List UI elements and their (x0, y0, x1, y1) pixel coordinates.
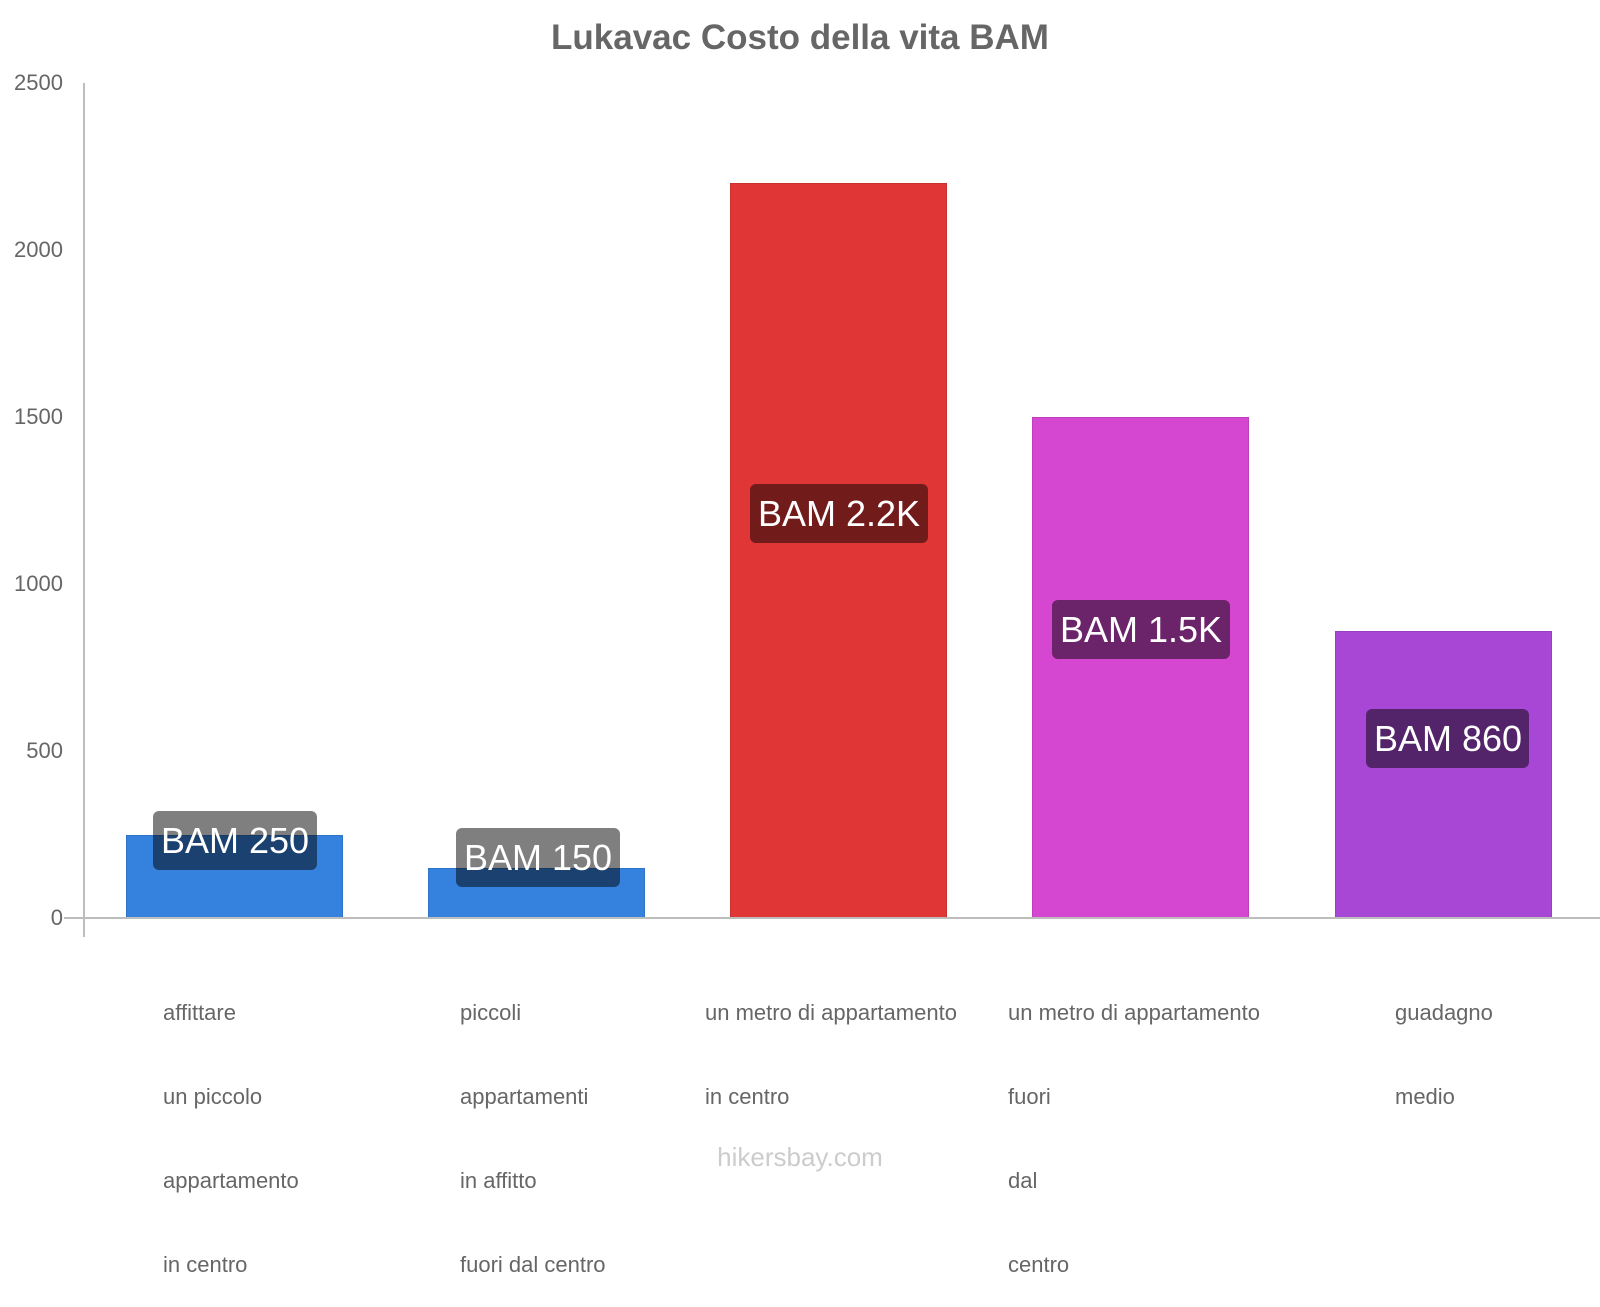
x-label-line: guadagno (1395, 1000, 1493, 1025)
x-label-line: dal (1008, 1168, 1038, 1193)
bar-sqm-apartment-center (730, 183, 947, 918)
x-label-line: piccoli (460, 1000, 522, 1025)
x-label-line: medio (1395, 1084, 1455, 1109)
x-label-line: un metro di appartamento (705, 1000, 957, 1025)
x-category-label: piccoli appartamenti in affitto fuori da… (460, 943, 606, 1307)
x-label-line: in affitto (460, 1168, 537, 1193)
y-axis (83, 83, 85, 937)
x-label-line: affittare (163, 1000, 236, 1025)
value-label: BAM 2.2K (750, 484, 928, 543)
x-label-line: un metro di appartamento (1008, 1000, 1260, 1025)
y-tick-label: 2500 (14, 70, 63, 95)
y-tick-label: 1500 (14, 404, 63, 429)
bar-average-salary (1335, 631, 1552, 918)
x-category-label: guadagno medio (1395, 943, 1493, 1139)
x-category-label: un metro di appartamento fuori dal centr… (1008, 943, 1260, 1307)
x-category-label: un metro di appartamento in centro (705, 943, 957, 1139)
x-label-line: appartamenti (460, 1084, 589, 1109)
x-label-line: un piccolo (163, 1084, 263, 1109)
x-label-line: in centro (163, 1252, 248, 1277)
x-label-line: fuori dal centro (460, 1252, 606, 1277)
y-tick-label: 500 (26, 738, 63, 763)
footer-watermark: hikersbay.com (717, 1142, 883, 1172)
value-label: BAM 860 (1366, 709, 1529, 768)
value-label: BAM 250 (153, 811, 317, 870)
y-tick-label: 2000 (14, 237, 63, 262)
x-axis (64, 917, 1600, 919)
x-category-label: affittare un piccolo appartamento in cen… (163, 943, 299, 1307)
x-label-line: appartamento (163, 1168, 299, 1193)
y-tick-label: 1000 (14, 571, 63, 596)
x-label-line: in centro (705, 1084, 790, 1109)
x-label-line: centro (1008, 1252, 1070, 1277)
x-label-line: fuori (1008, 1084, 1051, 1109)
bar-sqm-apartment-outside-center (1032, 417, 1249, 918)
value-label: BAM 1.5K (1052, 600, 1230, 659)
chart-title: Lukavac Costo della vita BAM (551, 18, 1049, 57)
value-label: BAM 150 (456, 828, 620, 887)
y-tick-label: 0 (50, 905, 63, 930)
